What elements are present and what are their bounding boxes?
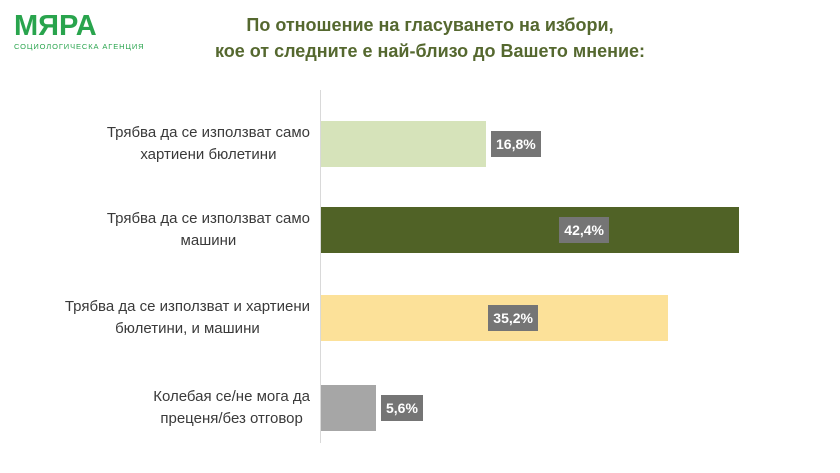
chart-title: По отношение на гласуването на избори, к… — [130, 12, 730, 64]
category-label-line: Трябва да се използват само — [106, 210, 310, 227]
category-label-2: Трябва да се използват само машини — [107, 208, 310, 252]
category-label-4: Колебая се/не мога да преценя/без отговор — [153, 386, 310, 430]
category-label-line: Трябва да се използват и хартиени — [64, 298, 310, 315]
category-label-line: хартиени бюлетини — [140, 146, 277, 163]
bar-4 — [321, 385, 376, 431]
chart-title-line2: кое от следните е най-близо до Вашето мн… — [214, 41, 646, 61]
category-label-line: бюлетини, и машини — [115, 320, 260, 337]
category-axis-line — [320, 90, 321, 443]
value-chip-2: 42,4% — [559, 217, 609, 243]
value-chip-4: 5,6% — [381, 395, 423, 421]
category-label-line: преценя/без отговор — [160, 410, 303, 427]
category-label-line: Колебая се/не мога да — [153, 388, 310, 405]
category-label-line: Трябва да се използват само — [106, 124, 310, 141]
category-label-1: Трябва да се използват само хартиени бюле… — [107, 122, 310, 166]
value-chip-1: 16,8% — [491, 131, 541, 157]
chart-title-line1: По отношение на гласуването на избори, — [246, 15, 614, 35]
category-label-3: Трябва да се използват и хартиени бюлетин… — [65, 296, 310, 340]
bar-2 — [321, 207, 739, 253]
bar-1 — [321, 121, 486, 167]
agency-logo-name: МЯРА — [14, 10, 97, 42]
category-label-line: машини — [180, 232, 237, 249]
agency-logo-tagline: СОЦИОЛОГИЧЕСКА АГЕНЦИЯ — [14, 42, 145, 51]
agency-logo: МЯРА СОЦИОЛОГИЧЕСКА АГЕНЦИЯ — [14, 10, 154, 51]
value-chip-3: 35,2% — [488, 305, 538, 331]
